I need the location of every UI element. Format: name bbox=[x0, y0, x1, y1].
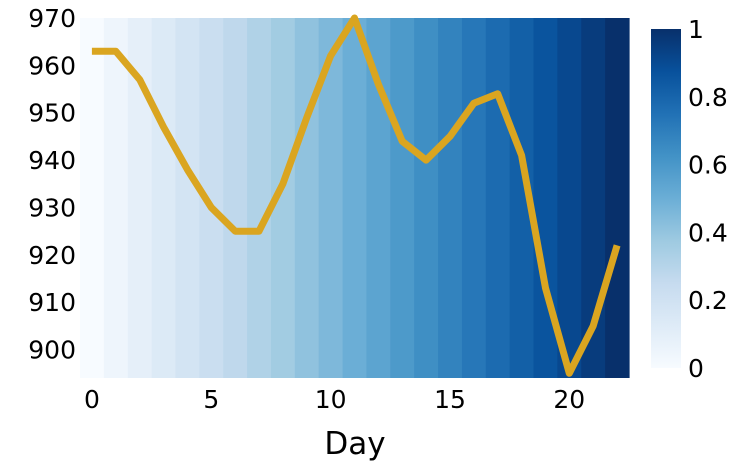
gradient-cell bbox=[342, 18, 368, 378]
gradient-cell bbox=[557, 18, 582, 378]
gradient-cell bbox=[485, 18, 511, 378]
y-tick-label: 900 bbox=[28, 336, 76, 365]
colorbar-tick-label: 0.4 bbox=[688, 218, 728, 247]
gradient-cell bbox=[366, 18, 391, 378]
y-tick-label: 960 bbox=[28, 51, 76, 80]
colorbar bbox=[651, 29, 681, 368]
y-axis: 900 910 920 930 940 950 960 970 bbox=[28, 4, 76, 365]
y-tick-label: 950 bbox=[28, 99, 76, 128]
gradient-cell bbox=[80, 18, 105, 378]
colorbar-tick-label: 0.2 bbox=[688, 286, 728, 315]
gradient-cell bbox=[151, 18, 177, 378]
series-line bbox=[91, 14, 621, 377]
gradient-cell bbox=[175, 18, 200, 378]
y-tick-label: 970 bbox=[28, 4, 76, 33]
x-tick-label: 15 bbox=[434, 385, 466, 414]
x-tick-label: 0 bbox=[84, 385, 100, 414]
x-tick-label: 10 bbox=[315, 385, 347, 414]
gradient-cell bbox=[461, 18, 487, 378]
gradient-cell bbox=[438, 18, 463, 378]
x-tick-label: 5 bbox=[203, 385, 219, 414]
gradient-cell bbox=[390, 18, 415, 378]
y-tick-label: 920 bbox=[28, 241, 76, 270]
colorbar-ticks: 0 0.2 0.4 0.6 0.8 1 bbox=[688, 15, 728, 383]
y-tick-label: 940 bbox=[28, 146, 76, 175]
colorbar-tick-label: 0.6 bbox=[688, 151, 728, 180]
x-axis: 0 5 10 15 20 bbox=[84, 385, 585, 414]
gradient-cell bbox=[223, 18, 248, 378]
y-tick-label: 910 bbox=[28, 288, 76, 317]
x-axis-title: Day bbox=[324, 426, 385, 462]
gradient-cell bbox=[103, 18, 129, 378]
colorbar-tick-label: 1 bbox=[688, 15, 704, 44]
y-tick-label: 930 bbox=[28, 193, 76, 222]
colorbar-tick-label: 0.8 bbox=[688, 83, 728, 112]
gradient-cell bbox=[605, 18, 630, 378]
background-gradient bbox=[80, 18, 630, 378]
colorbar-tick-label: 0 bbox=[688, 354, 704, 383]
x-tick-label: 20 bbox=[553, 385, 585, 414]
gradient-cell bbox=[247, 18, 272, 378]
gradient-cell bbox=[294, 18, 320, 378]
gradient-cell bbox=[414, 18, 439, 378]
